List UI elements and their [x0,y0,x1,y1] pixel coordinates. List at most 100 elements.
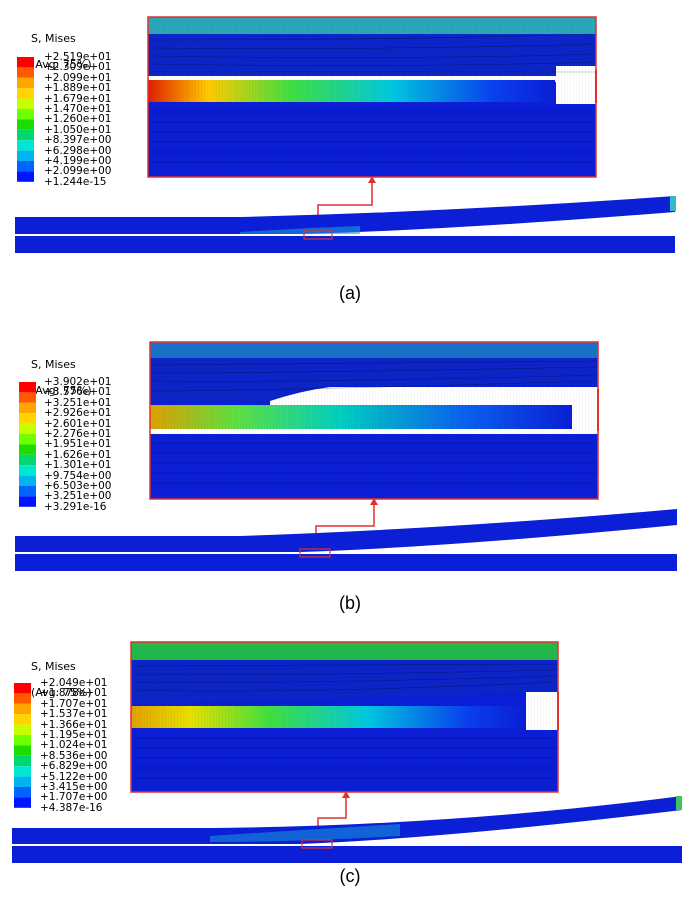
legend-color-swatch [17,98,34,109]
legend-value-label: +1.366e+01 [40,718,108,731]
callout-arrowhead [342,791,350,798]
legend-value-label: +3.415e+00 [40,781,108,793]
legend-value-label: +2.049e+01 [40,677,108,689]
legend-value-label: +2.926e+01 [44,407,112,420]
legend-value-label: +2.099e+00 [44,165,112,178]
panel-c: S, Mises (Avg: 75%) [0,630,700,917]
legend-title-text: S, Mises [31,660,76,673]
legend-color-swatch [14,755,31,767]
inset-mesh-lines [130,663,559,779]
full-model [15,509,677,571]
legend-color-swatch [17,57,34,68]
legend-subtitle-text: (Avg: 75%) [31,686,92,699]
legend-color-swatch [17,171,34,182]
legend-value-label: +3.251e+00 [44,490,112,503]
zoom-region-marker [299,548,331,558]
legend-value-label: +2.601e+01 [44,417,112,430]
legend-value-label: +3.576e+01 [44,386,112,399]
legend-subtitle-text: (Avg: 75%) [31,384,92,397]
legend-subtitle-text: (Avg: 75%) [31,58,92,71]
legend-value-label: +8.536e+00 [40,749,108,762]
legend-value-label: +3.291e-16 [44,500,107,513]
upper-adherend [15,196,675,234]
legend-value-label: +2.519e+01 [44,51,112,63]
legend-value-label: +2.309e+01 [44,61,112,74]
panel-caption: (c) [339,866,361,886]
legend-color-swatch [19,444,36,455]
legend-value-label: +1.537e+01 [40,708,108,721]
upper-adherend [12,796,682,844]
legend-color-bar [19,382,36,507]
legend-color-swatch [17,150,34,161]
legend-color-swatch [17,67,34,78]
legend-color-swatch [14,714,31,725]
legend-value-label: +1.195e+01 [40,729,108,741]
legend-value-label: +3.251e+01 [44,396,112,409]
legend-color-swatch [17,77,34,89]
legend-color-swatch [14,724,31,735]
zoom-region-marker [303,230,333,240]
legend-color-swatch [17,88,34,99]
lower-adherend [15,236,675,253]
legend-color-swatch [14,735,31,746]
legend-value-label: +2.099e+01 [44,71,112,84]
legend-value-label: +1.707e+00 [40,791,108,804]
full-model [15,196,676,253]
legend-title: S, Mises (Avg: 75%) [17,19,92,84]
legend-title: S, Mises (Avg: 75%) [17,647,92,712]
legend-color-swatch [17,161,34,172]
legend-value-label: +6.829e+00 [40,760,108,773]
legend-value-label: +1.626e+01 [44,448,112,461]
legend-value-label: +1.301e+01 [44,459,112,472]
legend-color-swatch [17,140,34,151]
legend-color-swatch [14,776,31,787]
panel-a-graphic [15,16,676,253]
legend-value-label: +1.878e+01 [40,687,108,700]
legend-value-label: +1.707e+01 [40,697,108,710]
callout-arrowhead [368,176,376,183]
inset-mesh-lines [147,33,597,163]
load-end [676,796,682,810]
legend-color-swatch [19,382,36,393]
legend-color-swatch [19,454,36,466]
panel-caption: (a) [339,283,361,303]
legend-value-label: +1.024e+01 [40,739,108,752]
zoom-inset [130,641,559,793]
zoom-inset [147,16,597,178]
legend-value-label: +1.679e+01 [44,92,112,105]
legend-value-label: +6.503e+00 [44,480,112,492]
legend-color-swatch [19,475,36,486]
lower-adherend [15,554,677,571]
legend-value-label: +6.298e+00 [44,144,112,157]
panel-c-graphic [12,641,682,863]
legend-color-swatch [19,413,36,424]
legend-color-swatch [14,787,31,798]
legend-value-label: +1.951e+01 [44,438,112,451]
panel-caption: (b) [339,593,361,613]
load-end [670,196,676,211]
panel-a: S, Mises (Avg: 75%) [0,0,700,303]
full-model [12,796,682,863]
legend-color-swatch [14,703,31,715]
zoom-inset [149,341,599,500]
legend-color-swatch [17,109,34,120]
inset-mesh [131,642,558,792]
legend-value-label: +4.199e+00 [44,155,112,167]
inset-mesh [148,17,596,177]
callout-arrowhead [370,498,378,505]
legend-color-bar [17,57,34,182]
legend-color-swatch [17,119,34,130]
legend-color-swatch [19,402,36,414]
legend-value-label: +1.470e+01 [44,103,112,115]
legend-value-label: +3.902e+01 [44,376,112,388]
lower-adherend [12,846,682,863]
legend-color-swatch [19,392,36,403]
legend-color-swatch [14,683,31,694]
zoom-region-marker [301,839,333,849]
legend-color-swatch [19,486,36,497]
legend-color-swatch [14,745,31,756]
legend-value-label: +1.260e+01 [44,113,112,126]
inset-mesh [150,342,598,499]
stress-region [240,226,360,234]
legend-title-text: S, Mises [31,358,76,371]
